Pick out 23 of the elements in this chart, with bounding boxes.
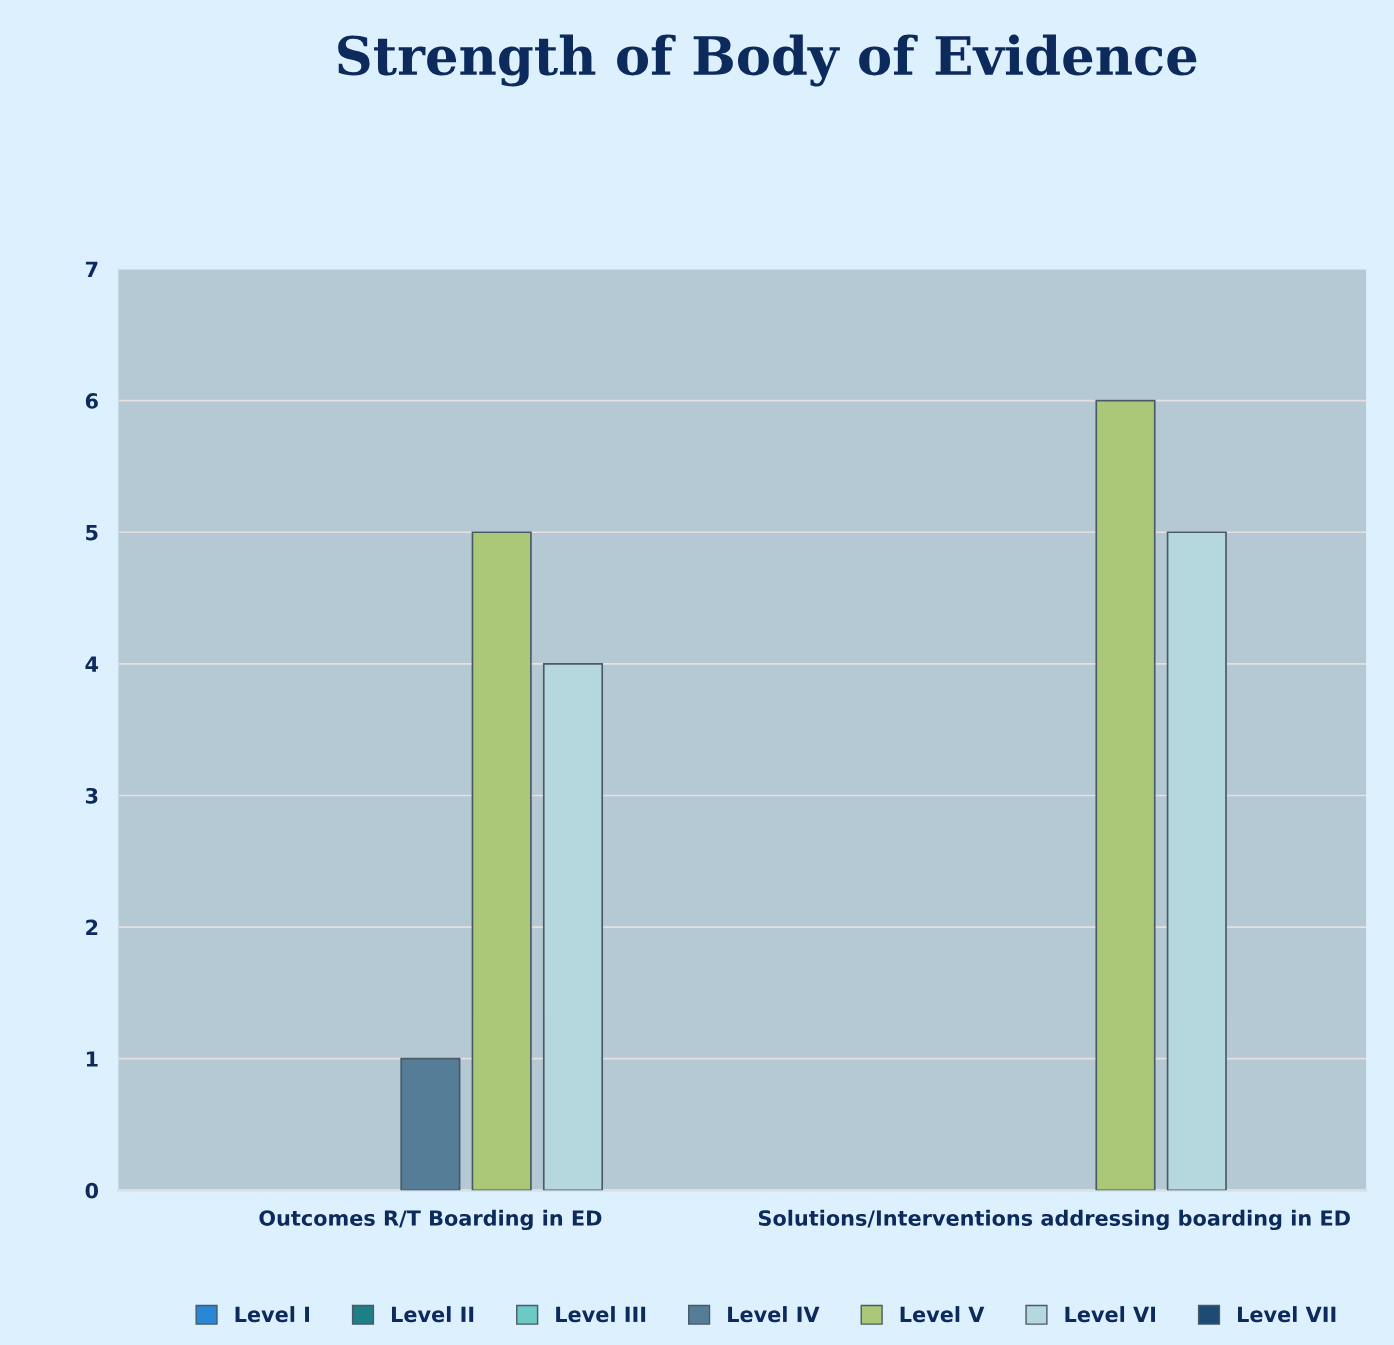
chart-title: Strength of Body of Evidence [338,34,1197,87]
y-tick-label: 6 [85,393,98,409]
y-tick-label: 0 [85,1182,99,1199]
y-tick-label: 5 [86,524,98,541]
bar [542,663,604,1191]
x-tick-label: Solutions/Interventions addressing boarding in ED [758,1209,1350,1231]
y-tick-label: 1 [86,1051,98,1067]
bar [400,1057,461,1191]
y-tick-label: 7 [85,261,98,277]
bar [471,531,532,1191]
legend-label: Level IV [728,1306,820,1323]
legend-label: Level V [900,1306,985,1323]
legend-label: Level II [392,1306,474,1323]
y-tick-label: 2 [86,919,98,935]
x-tick-label: Outcomes R/T Boarding in ED [259,1209,602,1231]
legend-label: Level VI [1065,1306,1156,1323]
bar [1095,399,1156,1191]
legend-label: Level I [235,1306,309,1323]
legend-label: Level VII [1238,1306,1336,1323]
legend-label: Level III [556,1306,646,1323]
bar [1166,531,1227,1191]
y-tick-label: 3 [85,787,98,804]
y-tick-label: 4 [85,656,99,672]
